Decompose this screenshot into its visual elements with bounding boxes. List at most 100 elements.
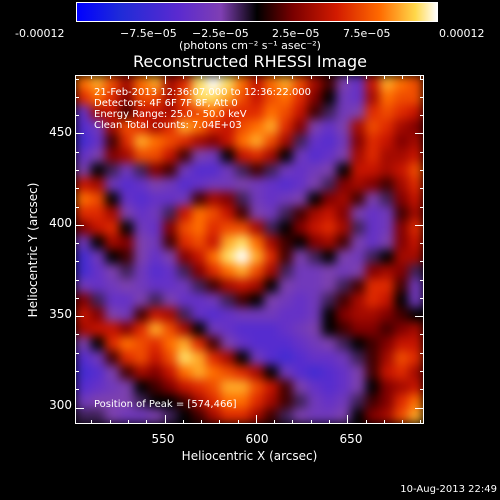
heatmap-cell [104,206,120,221]
heatmap-cell [104,191,120,207]
heatmap-cell [191,321,207,337]
heatmap-cell [350,76,366,91]
heatmap-cell [133,249,149,265]
heatmap-cell [90,408,106,423]
heatmap-cell [162,249,178,265]
heatmap-cell [292,133,308,149]
tick-mark [328,75,330,79]
heatmap-cell [235,350,250,366]
heatmap-cell [76,191,91,207]
heatmap-cell [206,249,221,265]
heatmap-cell [292,76,308,91]
heatmap-cell [379,119,395,135]
heatmap-cell [307,408,323,423]
heatmap-cell [119,177,135,192]
tick-mark [255,75,257,84]
heatmap-cell [263,191,279,207]
heatmap-cell [76,104,91,120]
heatmap-cell [365,191,380,207]
heatmap-cell [379,350,395,366]
heatmap-cell [350,394,366,409]
heatmap-cell [263,177,279,192]
render-timestamp: 10-Aug-2013 22:49 [400,484,497,495]
heatmap-cell [235,177,250,192]
tick-mark [75,170,79,172]
tick-mark [75,334,79,336]
heatmap-cell [206,220,221,236]
heatmap-cell [148,90,164,106]
heatmap-cell [177,292,192,308]
tick-mark [91,75,93,79]
heatmap-cell [191,307,207,323]
heatmap-cell [394,133,409,149]
heatmap-cell [177,336,192,351]
heatmap-cell [148,119,164,135]
heatmap-cell [263,206,279,221]
heatmap-cell [90,249,106,265]
heatmap-cell [133,162,149,178]
heatmap-cell [307,148,323,164]
heatmap-cell [321,394,337,409]
heatmap-cell [336,162,351,178]
heatmap-cell [350,307,366,323]
heatmap-cell [350,365,366,380]
tick-mark [347,75,349,84]
heatmap-cell [148,336,164,351]
heatmap-cell [321,90,337,106]
heatmap-cell [76,394,91,409]
heatmap-cell [278,177,294,192]
heatmap-cell [292,292,308,308]
heatmap-cell [350,220,366,236]
heatmap-cell [249,379,265,395]
tick-mark [182,75,184,79]
heatmap-cell [249,278,265,294]
tick-mark [109,75,111,79]
heatmap-cell [133,365,149,380]
tick-mark [201,75,203,79]
heatmap-cell [133,379,149,395]
heatmap-cell [162,292,178,308]
heatmap-cell [278,379,294,395]
heatmap-cell [249,235,265,250]
heatmap-cell [148,162,164,178]
heatmap-cell [408,235,423,250]
heatmap-cell [104,220,120,236]
heatmap-cell [336,263,351,279]
heatmap-cell [90,278,106,294]
heatmap-cell [148,292,164,308]
x-tick-label: 550 [151,432,175,446]
y-tick-label: 300 [49,398,72,412]
plot-area: 21-Feb-2013 12:36:07.000 to 12:36:22.000… [75,75,424,424]
heatmap-cell [104,76,120,91]
heatmap-cell [336,133,351,149]
heatmap-cell [104,177,120,192]
heatmap-cell [76,76,91,91]
heatmap-cell [220,104,236,120]
heatmap-cell [379,235,395,250]
heatmap-cell [104,235,120,250]
heatmap-cell [90,336,106,351]
heatmap-cell [379,162,395,178]
heatmap-cell [119,263,135,279]
heatmap-cell [278,263,294,279]
heatmap-cell [148,278,164,294]
heatmap-cell [148,177,164,192]
heatmap-cell [336,292,351,308]
heatmap-cell [133,119,149,135]
heatmap-cell [104,263,120,279]
x-axis-label: Heliocentric X (arcsec) [181,449,318,463]
heatmap-cell [292,379,308,395]
heatmap-cell [119,162,135,178]
heatmap-cell [408,90,423,106]
heatmap-cell [278,336,294,351]
heatmap-cell [133,350,149,366]
colorbar-tick-label: 7.5e−05 [343,27,391,40]
heatmap-cell [278,307,294,323]
heatmap-cell [321,133,337,149]
heatmap-cell [104,408,120,423]
heatmap-cell [133,133,149,149]
heatmap-cell [278,162,294,178]
tick-mark [237,420,239,424]
heatmap-cell [119,104,135,120]
heatmap-cell [350,162,366,178]
